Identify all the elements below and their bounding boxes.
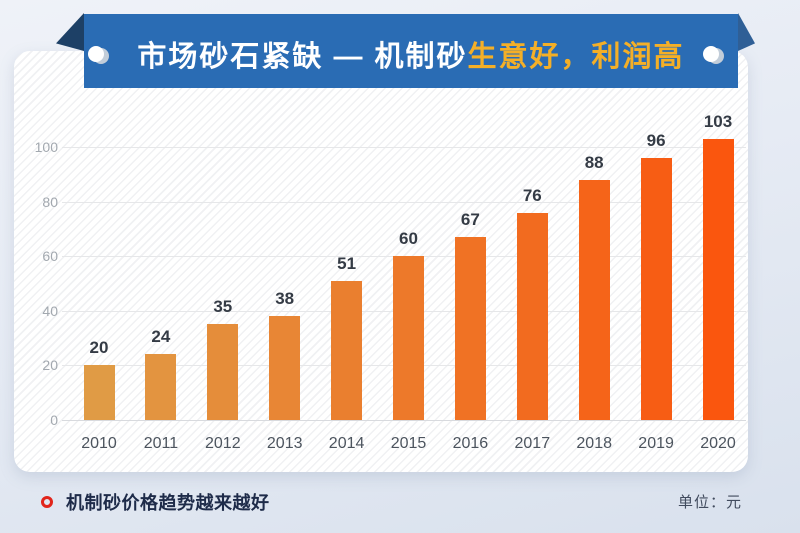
- y-tick-label: 100: [34, 139, 58, 155]
- bar-value-label: 76: [522, 186, 542, 205]
- rivet-dot-right-icon: [703, 46, 719, 62]
- bar: [331, 281, 363, 420]
- x-axis-year-label: 2019: [638, 435, 674, 452]
- ribbon-band: 市场砂石紧缺 — 机制砂生意好，利润高: [84, 14, 738, 88]
- x-axis-year-label: 2020: [700, 435, 736, 452]
- x-axis-year-label: 2017: [514, 435, 551, 452]
- x-axis-year-label: 2011: [143, 435, 179, 452]
- red-ring-bullet-icon: [41, 496, 53, 508]
- chart-card: [14, 51, 748, 472]
- bar: [702, 139, 734, 420]
- bar-value-label: 67: [460, 210, 480, 229]
- bar-value-label: 38: [275, 289, 295, 308]
- x-axis-year-label: 2018: [576, 435, 612, 452]
- bar: [393, 256, 424, 420]
- gridline: [62, 201, 746, 203]
- unit-label: 单位：元: [677, 494, 742, 511]
- x-axis-year-label: 2012: [205, 435, 241, 452]
- y-tick-label: 0: [50, 412, 58, 428]
- bar-value-label: 96: [646, 131, 666, 150]
- bar: [454, 237, 486, 420]
- bar-value-label: 35: [213, 297, 233, 316]
- bar: [83, 365, 115, 420]
- bar-value-label: 24: [151, 327, 171, 346]
- bar-value-label: 60: [399, 229, 418, 248]
- bar-value-label: 20: [89, 338, 109, 357]
- y-tick-label: 80: [42, 193, 58, 210]
- bar-value-label: 51: [337, 254, 357, 273]
- chart-caption: 机制砂价格趋势越来越好: [41, 489, 270, 515]
- bar: [207, 324, 239, 420]
- y-tick-label: 40: [42, 302, 58, 319]
- bar: [640, 158, 672, 420]
- bar: [516, 213, 548, 420]
- x-axis-year-label: 2015: [390, 435, 427, 452]
- bar-value-label: 88: [584, 153, 604, 172]
- page-title-main: 市场砂石紧缺 — 机制砂: [137, 40, 468, 73]
- bar-value-label: 103: [703, 112, 733, 131]
- y-tick-label: 60: [42, 248, 58, 265]
- x-axis-year-label: 2014: [328, 435, 365, 452]
- x-axis-year-label: 2016: [452, 435, 489, 452]
- caption-text: 机制砂价格趋势越来越好: [66, 493, 270, 513]
- bar: [578, 180, 610, 420]
- rivet-dot-left-icon: [88, 46, 104, 62]
- page-title-highlight: 生意好，利润高: [467, 40, 685, 73]
- bar: [145, 354, 177, 420]
- x-axis-year-label: 2010: [81, 435, 117, 452]
- page-title: 市场砂石紧缺 — 机制砂生意好，利润高: [137, 28, 684, 75]
- x-axis-year-label: 2013: [266, 435, 303, 452]
- gridline: [62, 420, 746, 421]
- bar: [269, 316, 301, 420]
- y-tick-label: 20: [42, 357, 58, 374]
- gridline: [62, 147, 746, 148]
